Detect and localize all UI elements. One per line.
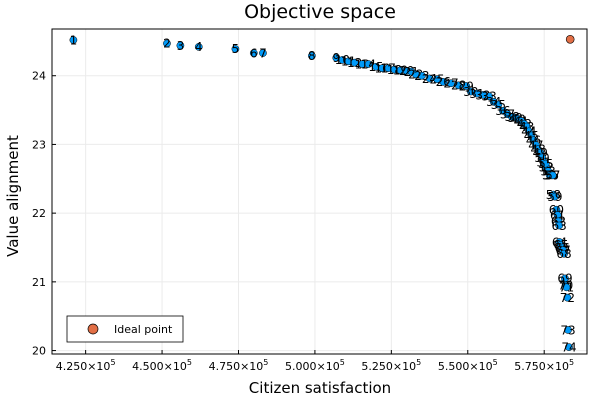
data-point-label: 18: [387, 63, 402, 77]
data-point-label: 2: [163, 37, 171, 51]
data-point: [560, 249, 568, 258]
y-axis-ticks: 20 21 22 23 24: [32, 70, 56, 358]
y-tick-label: 21: [32, 276, 46, 289]
data-point-label: 26: [436, 75, 451, 89]
data-point-label: 14: [361, 57, 376, 71]
x-axis-ticks: 4.250×105 4.500×105 4.750×105 5.000×105 5.25…: [56, 350, 574, 373]
data-point: [425, 74, 434, 83]
data-point-label: 16: [375, 61, 390, 75]
ideal-point-series: [565, 35, 575, 44]
data-point: [259, 49, 267, 57]
y-tick-label: 22: [32, 207, 46, 220]
x-tick-label: 4.500×105: [132, 358, 192, 373]
data-point: [565, 343, 573, 351]
x-tick-label: 5.000×105: [285, 358, 345, 373]
data-point-label: 12: [347, 56, 362, 70]
data-point-label: 68: [556, 247, 571, 261]
data-point-label: 24: [422, 72, 437, 86]
data-point-label: 4: [195, 40, 203, 54]
data-point-label: 13: [355, 57, 370, 71]
data-point: [308, 51, 316, 60]
y-tick-label: 24: [32, 70, 46, 83]
data-point-label: 59: [547, 190, 562, 204]
plot-frame: [51, 28, 588, 355]
data-point: [541, 159, 550, 168]
data-points: 1 2 3 4 5 6 7 8 91011121314151617181920212223242…: [69, 33, 577, 354]
data-point: [551, 192, 559, 201]
x-tick-label: 5.250×105: [361, 358, 421, 373]
data-point-label: 74: [561, 340, 576, 354]
data-point: [485, 92, 494, 101]
data-point-label: 57: [545, 169, 560, 183]
data-point: [364, 60, 373, 68]
data-point: [548, 171, 557, 180]
data-point: [494, 100, 503, 109]
data-point-label: 72: [560, 291, 575, 305]
legend-box: [66, 315, 184, 343]
data-point: [231, 45, 240, 53]
data-point-label: 73: [560, 323, 575, 337]
data-point: [454, 81, 463, 90]
data-point: [555, 221, 564, 230]
legend-marker-ideal-point: [87, 323, 99, 335]
data-point: [462, 82, 471, 90]
data-point-label: 69: [557, 272, 572, 286]
x-tick-label: 5.750×105: [514, 358, 574, 373]
data-point-label: 9: [332, 51, 340, 65]
data-point: [176, 41, 185, 50]
data-point: [69, 36, 78, 44]
y-axis-label: Value alignment: [4, 135, 22, 257]
data-point: [249, 49, 258, 57]
data-point-label: 6: [250, 46, 258, 60]
data-point-label: 8: [308, 49, 316, 63]
y-tick-label: 20: [32, 345, 46, 358]
x-axis-label: Citizen satisfaction: [249, 379, 391, 397]
data-point-label: 1: [70, 33, 78, 47]
data-point: [562, 283, 571, 292]
data-point-label: 3: [177, 39, 185, 53]
data-point-label: 5: [232, 42, 240, 56]
data-point-label: 55: [538, 157, 553, 171]
data-point-label: 63: [552, 219, 567, 233]
data-point-label: 7: [259, 46, 267, 60]
legend: Ideal point: [66, 315, 184, 343]
data-point-label: 27: [443, 77, 458, 91]
y-tick-label: 23: [32, 138, 46, 151]
x-tick-label: 5.500×105: [438, 358, 498, 373]
ideal-point-marker: [565, 35, 575, 44]
x-tick-label: 4.750×105: [209, 358, 269, 373]
grid-lines: [52, 29, 587, 354]
data-point: [194, 43, 203, 51]
data-point-label: 28: [451, 79, 466, 93]
data-point: [563, 293, 572, 302]
legend-label-ideal-point: Ideal point: [114, 323, 173, 336]
data-point: [447, 79, 455, 88]
data-point-label: 71: [559, 281, 574, 295]
data-point: [350, 58, 359, 67]
data-point-label: 23: [414, 69, 429, 83]
data-point: [418, 71, 426, 80]
data-point: [439, 78, 448, 86]
x-tick-label: 4.250×105: [56, 358, 116, 373]
chart-title: Objective space: [244, 1, 396, 23]
data-point-label: 19: [393, 64, 408, 78]
data-point: [163, 39, 171, 48]
data-point: [564, 326, 572, 334]
